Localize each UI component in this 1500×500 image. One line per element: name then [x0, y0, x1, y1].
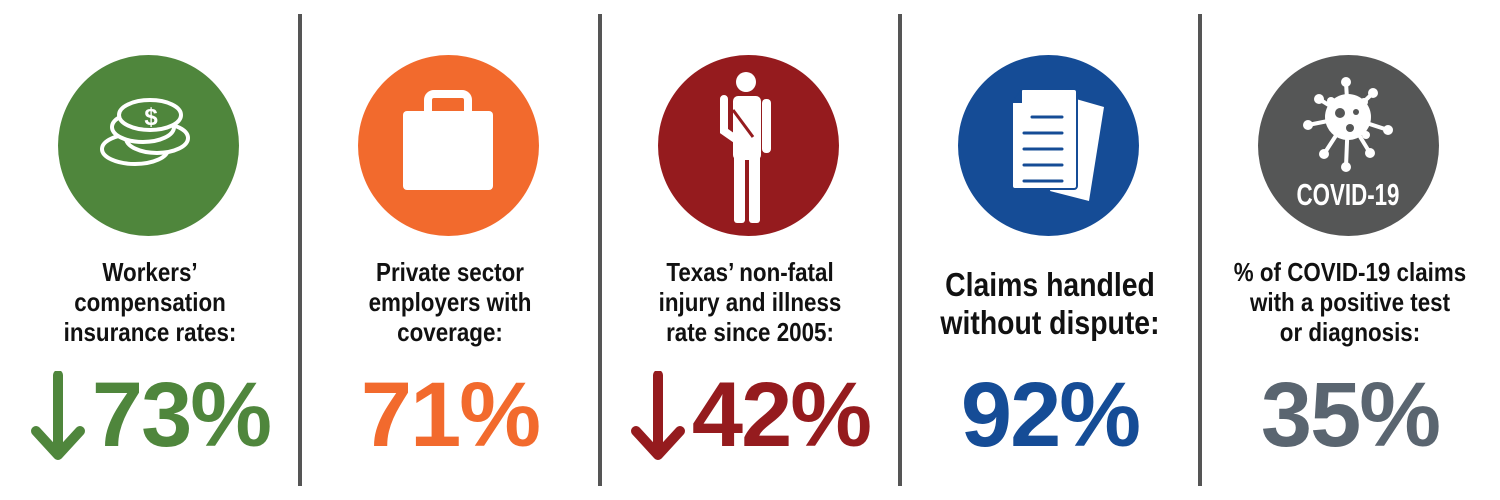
label-line: Claims handled — [945, 266, 1155, 303]
label-line: Texas’ non-fatal — [666, 257, 834, 287]
label-line: compensation — [74, 287, 226, 317]
stat-value-text: 71% — [360, 364, 541, 466]
divider — [898, 14, 902, 486]
down-arrow-icon — [630, 370, 685, 460]
injured-person-icon — [658, 55, 839, 236]
stat-label: Texas’ non-fatal injury and illness rate… — [621, 257, 879, 347]
label-line: or diagnosis: — [1279, 317, 1421, 347]
stat-value-text: 42% — [691, 364, 872, 466]
svg-text:$: $ — [144, 104, 158, 131]
divider — [1198, 14, 1202, 486]
stat-label: % of COVID-19 claims with a positive tes… — [1221, 257, 1479, 347]
stat-value: 73% — [0, 360, 300, 470]
stat-value-text: 73% — [91, 364, 272, 466]
stat-value: 71% — [300, 360, 600, 470]
label-line: rate since 2005: — [666, 317, 834, 347]
stat-claims-without-dispute: Claims handled without dispute: 92% — [900, 0, 1200, 500]
label-line: Workers’ — [102, 257, 198, 287]
coins-icon: $ — [58, 55, 239, 236]
stat-private-employers-coverage: Private sector employers with coverage: … — [300, 0, 600, 500]
stat-value-text: 35% — [1260, 364, 1441, 466]
label-line: Private sector — [376, 257, 524, 287]
label-line: % of COVID-19 claims — [1233, 257, 1467, 287]
stat-value: 42% — [600, 360, 900, 470]
down-arrow-icon — [30, 370, 85, 460]
stat-value-text: 92% — [960, 364, 1141, 466]
briefcase-icon — [358, 55, 539, 236]
label-line: employers with — [368, 287, 532, 317]
stat-covid-claims: COVID-19 % of COVID-19 claims with a pos… — [1200, 0, 1500, 500]
documents-icon — [958, 55, 1139, 236]
stat-label: Claims handled without dispute: — [921, 266, 1179, 342]
divider — [598, 14, 602, 486]
covid-label: COVID-19 — [1297, 177, 1400, 211]
label-line: injury and illness — [658, 287, 842, 317]
label-line: without dispute: — [940, 304, 1160, 341]
divider — [298, 14, 302, 486]
label-line: insurance rates: — [63, 317, 237, 347]
stat-workers-comp-rates: $ Workers’ compensation insurance rates:… — [0, 0, 300, 500]
label-line: coverage: — [397, 317, 503, 347]
stat-label: Private sector employers with coverage: — [321, 257, 579, 347]
label-line: with a positive test — [1249, 287, 1451, 317]
virus-icon: COVID-19 — [1258, 55, 1439, 236]
stat-injury-illness-rate: Texas’ non-fatal injury and illness rate… — [600, 0, 900, 500]
stat-value: 92% — [900, 360, 1200, 470]
stat-value: 35% — [1200, 360, 1500, 470]
stat-label: Workers’ compensation insurance rates: — [21, 257, 279, 347]
